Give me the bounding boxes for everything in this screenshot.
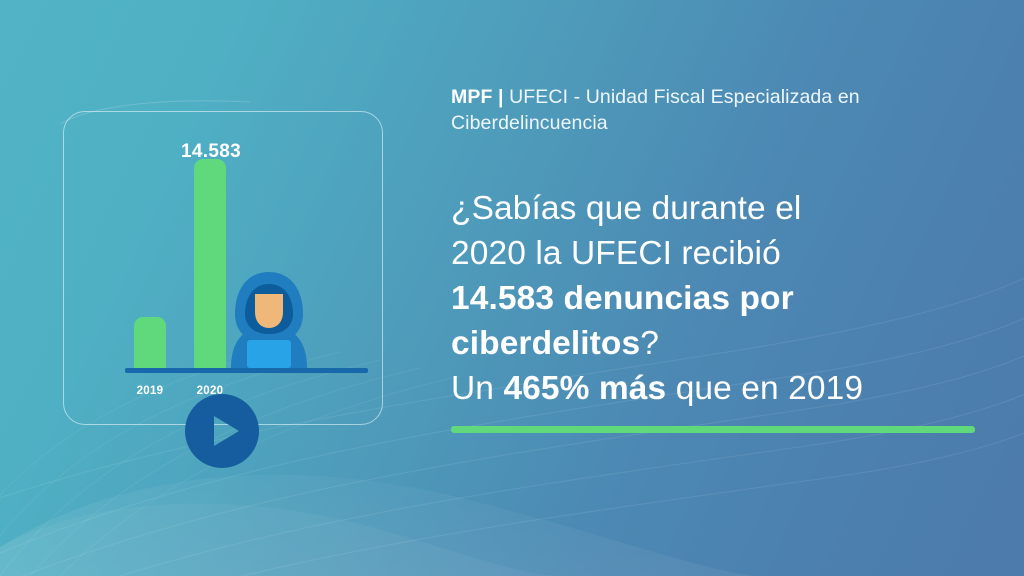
bar-2020 xyxy=(194,159,226,368)
green-underline-rule xyxy=(451,426,975,433)
brand-abbr: MPF xyxy=(451,86,493,108)
headline-line-2: 2020 la UFECI recibió xyxy=(451,235,781,272)
text-column: MPF | UFECI - Unidad Fiscal Especializad… xyxy=(451,84,987,433)
headline-line-4-emphasis: ciberdelitos xyxy=(451,325,641,362)
headline-line-5-suffix: que en 2019 xyxy=(666,370,864,407)
headline: ¿Sabías que durante el 2020 la UFECI rec… xyxy=(451,186,987,411)
headline-line-5-prefix: Un xyxy=(451,370,504,407)
brand-pipe: | xyxy=(498,86,504,108)
axis-label-2020: 2020 xyxy=(196,385,224,397)
hooded-figure-icon xyxy=(231,272,307,368)
chart-baseline xyxy=(125,368,368,373)
brand-full-name: UFECI - Unidad Fiscal Especializada en C… xyxy=(451,86,860,134)
headline-line-5-emphasis: 465% más xyxy=(503,370,667,407)
headline-line-4-question-mark: ? xyxy=(640,325,659,362)
headline-line-1: ¿Sabías que durante el xyxy=(451,190,802,227)
headline-line-3-emphasis: 14.583 denuncias por xyxy=(451,280,794,317)
bar-2019 xyxy=(134,317,166,368)
brand-header: MPF | UFECI - Unidad Fiscal Especializad… xyxy=(451,84,987,136)
axis-label-2019: 2019 xyxy=(136,385,164,397)
bar-value-label-2020: 14.583 xyxy=(181,141,241,162)
chart-illustration-card: 14.583 2019 2020 xyxy=(63,111,383,468)
play-button[interactable] xyxy=(184,393,260,469)
